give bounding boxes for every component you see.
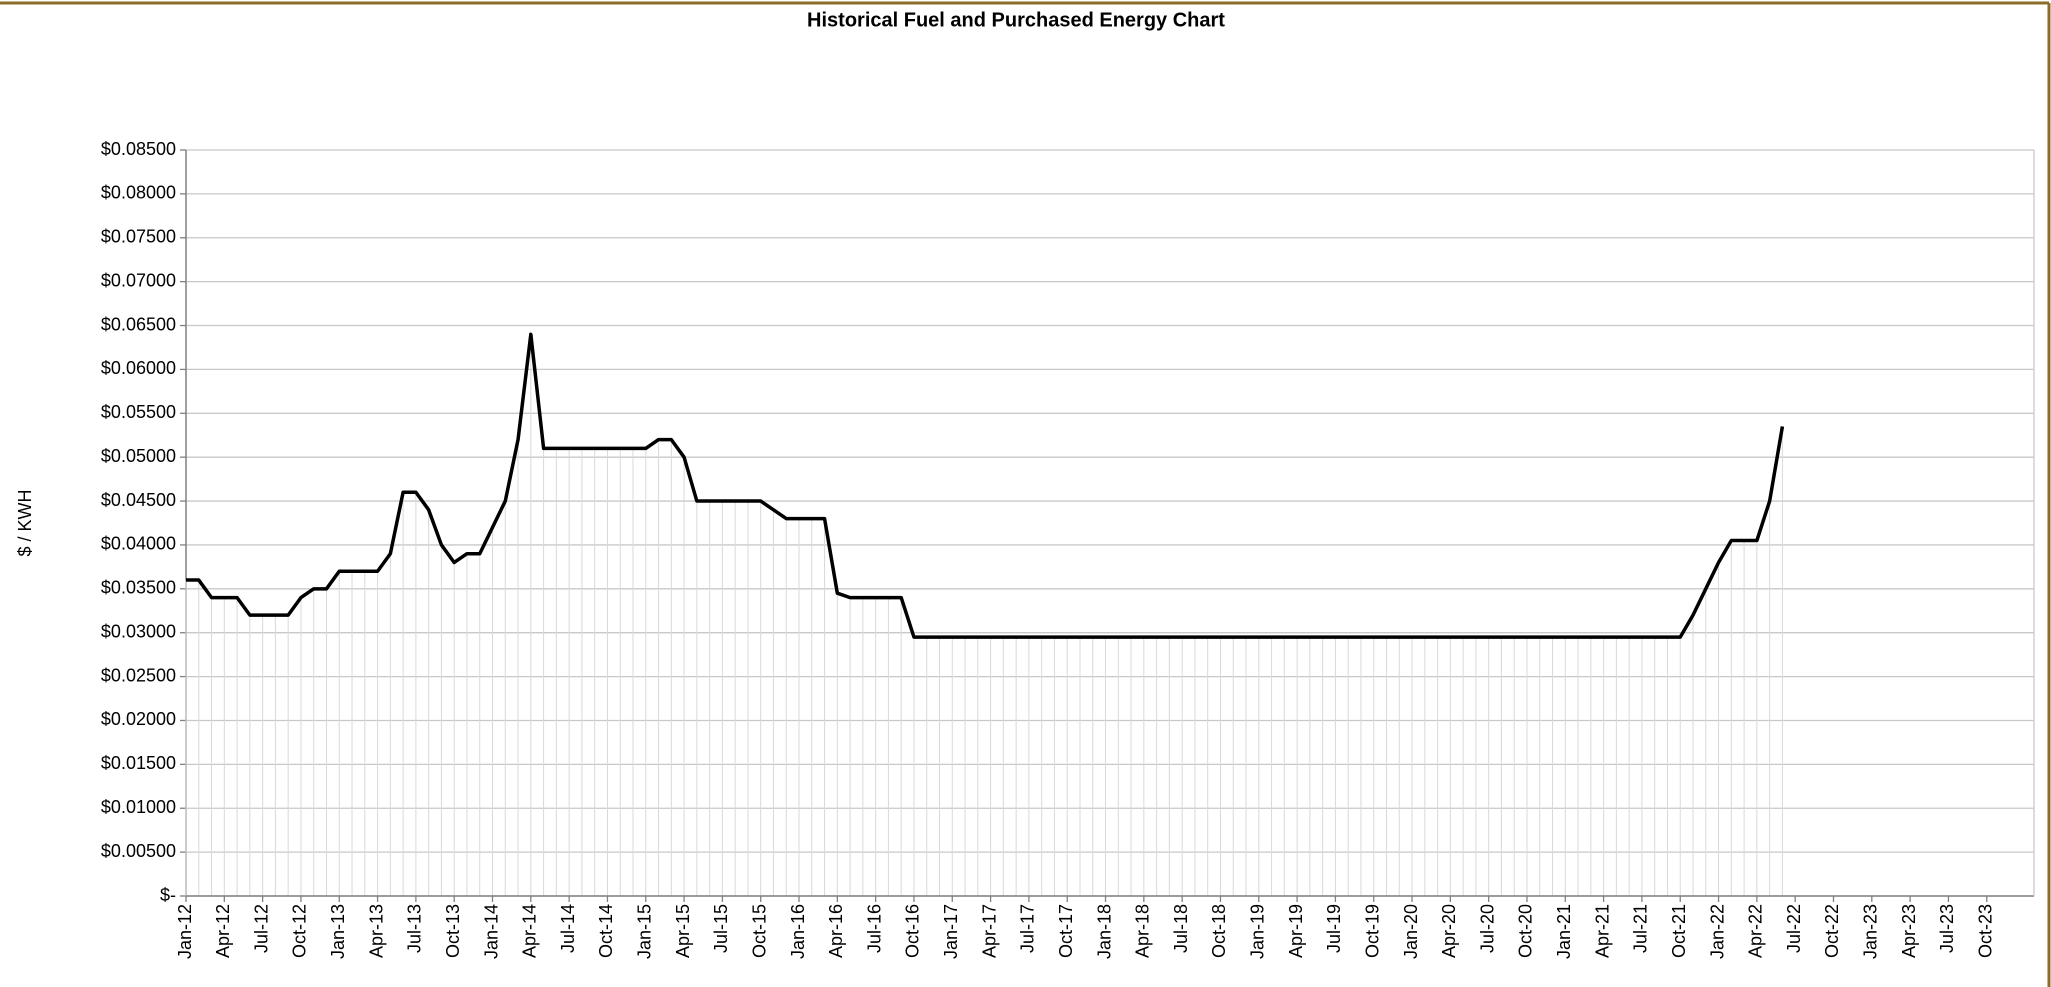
x-tick-label: Apr-21 (1592, 904, 1612, 958)
y-tick-label: $0.05000 (101, 446, 176, 466)
x-tick-label: Jul-12 (251, 904, 271, 953)
x-tick-label: Apr-14 (520, 904, 540, 958)
x-tick-label: Apr-13 (366, 904, 386, 958)
x-tick-label: Jul-13 (405, 904, 425, 953)
y-tick-label: $0.03000 (101, 621, 176, 641)
y-tick-label: $0.06500 (101, 314, 176, 334)
x-tick-label: Jul-15 (711, 904, 731, 953)
x-tick-label: Jul-19 (1324, 904, 1344, 953)
x-tick-label: Jan-23 (1861, 904, 1881, 959)
x-tick-label: Oct-16 (903, 904, 923, 958)
x-tick-label: Jan-17 (941, 904, 961, 959)
x-tick-label: Apr-19 (1286, 904, 1306, 958)
x-tick-label: Jul-21 (1631, 904, 1651, 953)
x-tick-label: Oct-23 (1975, 904, 1995, 958)
x-tick-label: Jan-16 (788, 904, 808, 959)
x-tick-label: Jul-23 (1937, 904, 1957, 953)
y-tick-label: $0.03500 (101, 578, 176, 598)
x-tick-label: Oct-19 (1362, 904, 1382, 958)
x-tick-label: Oct-15 (749, 904, 769, 958)
y-tick-label: $0.07000 (101, 270, 176, 290)
y-tick-label: $0.01500 (101, 753, 176, 773)
x-tick-label: Oct-13 (443, 904, 463, 958)
x-tick-label: Jan-22 (1707, 904, 1727, 959)
y-tick-label: $0.04500 (101, 490, 176, 510)
chart-title: Historical Fuel and Purchased Energy Cha… (807, 9, 1225, 31)
x-tick-label: Jan-13 (328, 904, 348, 959)
x-tick-label: Apr-20 (1439, 904, 1459, 958)
x-tick-label: Jan-12 (175, 904, 195, 959)
x-tick-label: Jul-18 (1171, 904, 1191, 953)
x-tick-label: Apr-23 (1899, 904, 1919, 958)
x-tick-label: Oct-17 (1056, 904, 1076, 958)
y-tick-label: $0.05500 (101, 402, 176, 422)
y-tick-label: $0.08000 (101, 183, 176, 203)
x-tick-label: Jul-16 (864, 904, 884, 953)
x-tick-label: Jan-18 (1094, 904, 1114, 959)
y-tick-label: $0.04000 (101, 534, 176, 554)
y-tick-label: $0.07500 (101, 227, 176, 247)
y-tick-label: $0.08500 (101, 139, 176, 159)
y-axis-label: $ / KWH (15, 489, 35, 556)
y-tick-label: $0.01000 (101, 797, 176, 817)
x-tick-label: Apr-15 (673, 904, 693, 958)
x-tick-label: Jul-17 (1018, 904, 1038, 953)
x-tick-label: Oct-12 (290, 904, 310, 958)
y-tick-label: $0.02000 (101, 709, 176, 729)
x-tick-label: Oct-20 (1516, 904, 1536, 958)
data-line (186, 332, 1785, 639)
x-tick-label: Jan-21 (1554, 904, 1574, 959)
x-tick-label: Jan-19 (1248, 904, 1268, 959)
x-tick-label: Oct-22 (1822, 904, 1842, 958)
y-tick-label: $0.00500 (101, 841, 176, 861)
x-tick-label: Oct-14 (596, 904, 616, 958)
y-tick-label: $0.06000 (101, 358, 176, 378)
x-tick-label: Jul-22 (1784, 904, 1804, 953)
y-tick-label: $0.02500 (101, 665, 176, 685)
x-tick-label: Apr-22 (1746, 904, 1766, 958)
x-tick-label: Apr-12 (213, 904, 233, 958)
x-tick-label: Jan-14 (481, 904, 501, 959)
x-tick-label: Apr-17 (979, 904, 999, 958)
x-tick-label: Jul-20 (1477, 904, 1497, 953)
x-tick-label: Oct-21 (1669, 904, 1689, 958)
x-tick-label: Jan-20 (1401, 904, 1421, 959)
x-tick-label: Jan-15 (635, 904, 655, 959)
y-tick-label: $- (160, 885, 176, 905)
x-tick-label: Apr-16 (826, 904, 846, 958)
x-tick-label: Oct-18 (1209, 904, 1229, 958)
x-tick-label: Jul-14 (558, 904, 578, 953)
x-tick-label: Apr-18 (1133, 904, 1153, 958)
